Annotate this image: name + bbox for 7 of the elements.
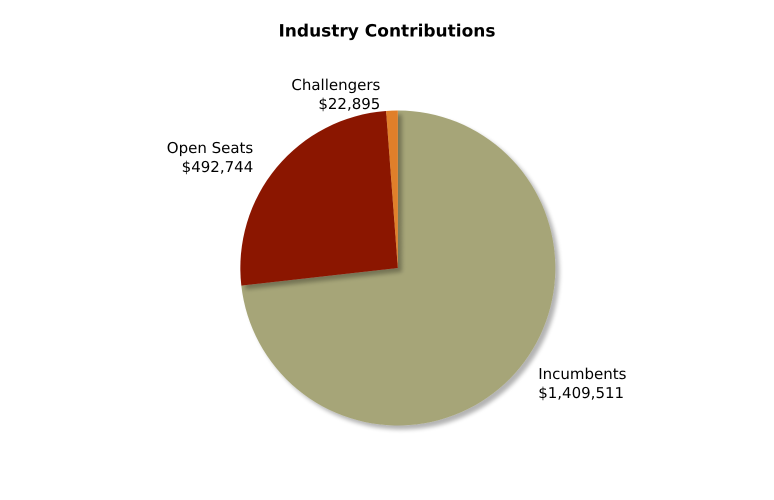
slice-label: Open Seats	[166, 138, 254, 157]
data-label: $1,409,511	[538, 384, 624, 402]
data-label: $22,895	[318, 95, 380, 114]
slice-label: Challengers	[291, 76, 381, 94]
chart-title: Industry Contributions	[278, 22, 496, 42]
slice-label: Incumbents	[538, 365, 627, 384]
data-label: $492,744	[182, 158, 254, 176]
